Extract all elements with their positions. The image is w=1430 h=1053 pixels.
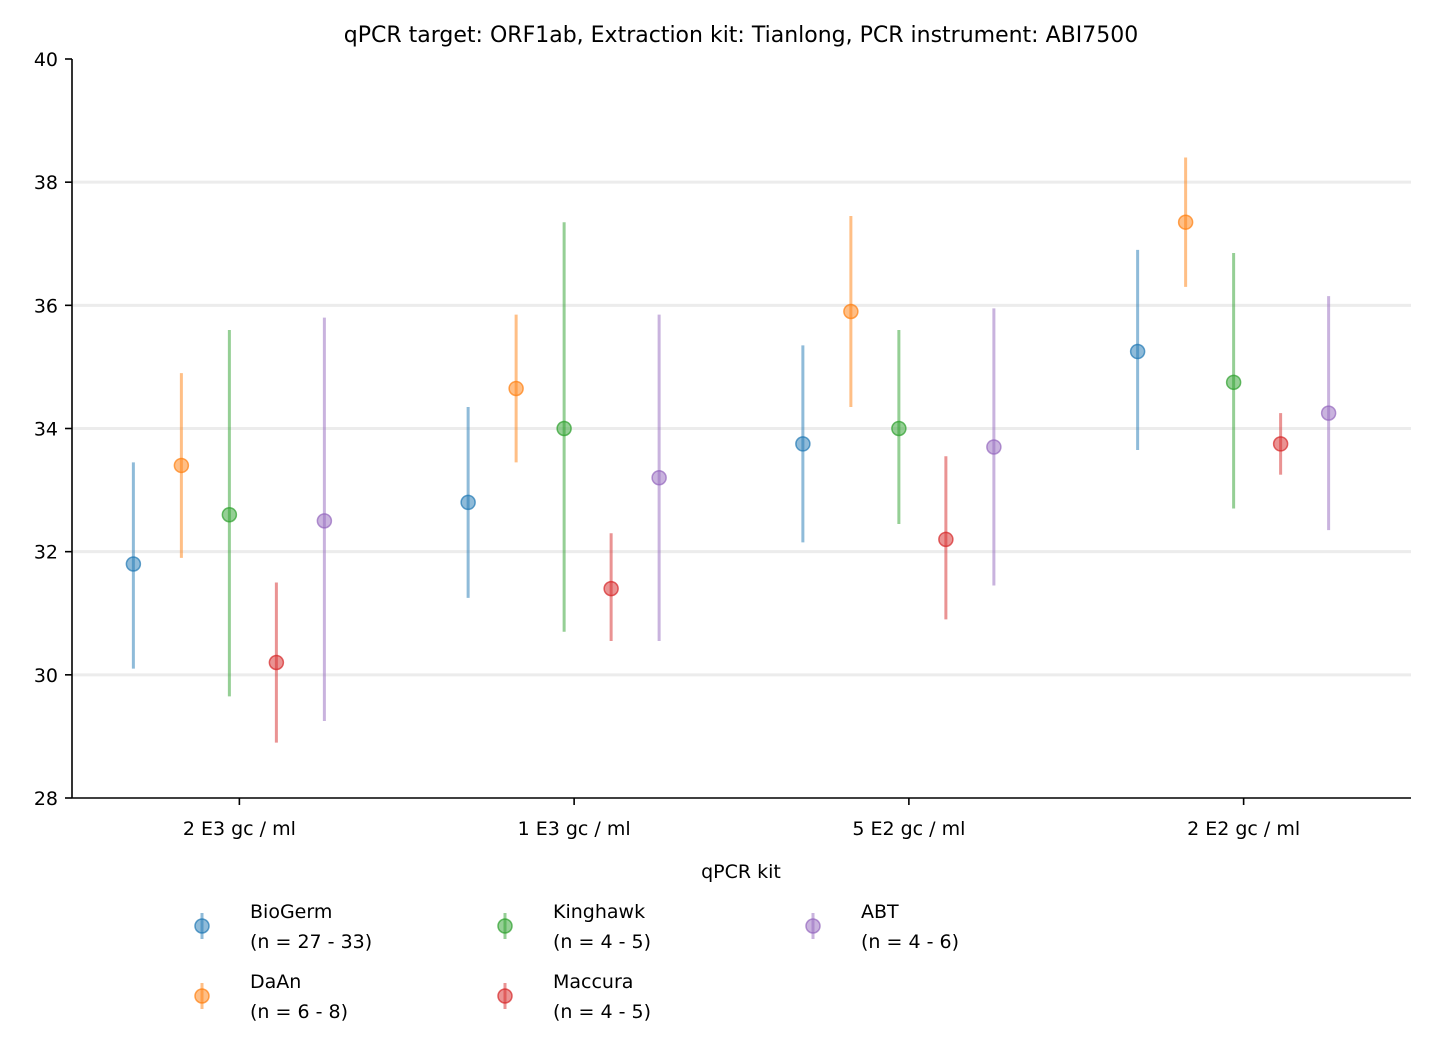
legend: BioGerm (n = 27 - 33) DaAn (n = 6 - 8) Kingh… bbox=[194, 901, 959, 1023]
data-point bbox=[508, 380, 524, 397]
legend-label: DaAn bbox=[250, 971, 301, 993]
legend-marker bbox=[194, 988, 210, 1004]
legend-item-abt: ABT (n = 4 - 6) bbox=[805, 901, 959, 953]
y-tick-label: 38 bbox=[34, 172, 58, 194]
data-point bbox=[125, 556, 142, 572]
data-point bbox=[1177, 214, 1194, 230]
data-point bbox=[1225, 374, 1242, 391]
x-tick-label: 5 E2 gc / ml bbox=[852, 818, 965, 840]
legend-label: Maccura bbox=[553, 971, 633, 993]
data-point bbox=[891, 420, 907, 437]
y-tick-label: 40 bbox=[34, 49, 58, 71]
legend-item-maccura: Maccura (n = 4 - 5) bbox=[497, 971, 651, 1023]
legend-n-label: (n = 6 - 8) bbox=[250, 1001, 348, 1023]
legend-marker bbox=[805, 918, 821, 934]
data-point bbox=[1320, 405, 1337, 421]
data-point bbox=[268, 654, 285, 671]
y-tick-label: 30 bbox=[34, 665, 58, 687]
data-point bbox=[603, 580, 619, 597]
legend-label: Kinghawk bbox=[553, 901, 645, 923]
axes: 28 30 32 34 36 38 40 2 E3 gc / ml 1 E3 gc / ml 5 … bbox=[34, 49, 1411, 840]
data-point bbox=[843, 303, 859, 320]
data-point bbox=[316, 513, 333, 529]
series-abt bbox=[316, 296, 1337, 722]
legend-n-label: (n = 4 - 6) bbox=[861, 931, 959, 953]
gridlines bbox=[72, 180, 1411, 677]
x-tick-label: 2 E3 gc / ml bbox=[183, 818, 296, 840]
legend-n-label: (n = 4 - 5) bbox=[553, 931, 651, 953]
y-tick-label: 34 bbox=[34, 419, 58, 441]
data-point bbox=[173, 457, 190, 474]
data-point bbox=[795, 436, 811, 452]
x-axis-label: qPCR kit bbox=[701, 861, 781, 883]
data-point bbox=[1129, 343, 1146, 360]
series-biogerm bbox=[125, 249, 1146, 669]
data-point bbox=[938, 531, 954, 548]
legend-n-label: (n = 4 - 5) bbox=[553, 1001, 651, 1023]
legend-item-biogerm: BioGerm (n = 27 - 33) bbox=[194, 901, 372, 953]
y-tick-label: 28 bbox=[34, 788, 58, 810]
legend-n-label: (n = 27 - 33) bbox=[250, 931, 372, 953]
legend-item-kinghawk: Kinghawk (n = 4 - 5) bbox=[497, 901, 651, 953]
legend-item-daan: DaAn (n = 6 - 8) bbox=[194, 971, 348, 1023]
data-point bbox=[460, 494, 476, 511]
y-tick-label: 32 bbox=[34, 542, 58, 564]
x-tick-label: 1 E3 gc / ml bbox=[518, 818, 631, 840]
data-point bbox=[1272, 436, 1289, 452]
data-point bbox=[986, 439, 1002, 455]
data-point bbox=[556, 420, 572, 437]
chart-title: qPCR target: ORF1ab, Extraction kit: Tia… bbox=[344, 23, 1138, 48]
y-tick-label: 36 bbox=[34, 295, 58, 317]
legend-marker bbox=[497, 988, 513, 1004]
x-tick-label: 2 E2 gc / ml bbox=[1187, 818, 1300, 840]
series-maccura bbox=[268, 413, 1289, 743]
series-daan bbox=[173, 157, 1194, 558]
legend-marker bbox=[497, 918, 513, 934]
plot-area bbox=[125, 157, 1337, 743]
legend-marker bbox=[194, 918, 210, 934]
legend-label: BioGerm bbox=[250, 901, 332, 923]
legend-label: ABT bbox=[861, 901, 899, 923]
series-kinghawk bbox=[221, 222, 1242, 697]
data-point bbox=[221, 506, 238, 523]
data-point bbox=[651, 470, 667, 486]
